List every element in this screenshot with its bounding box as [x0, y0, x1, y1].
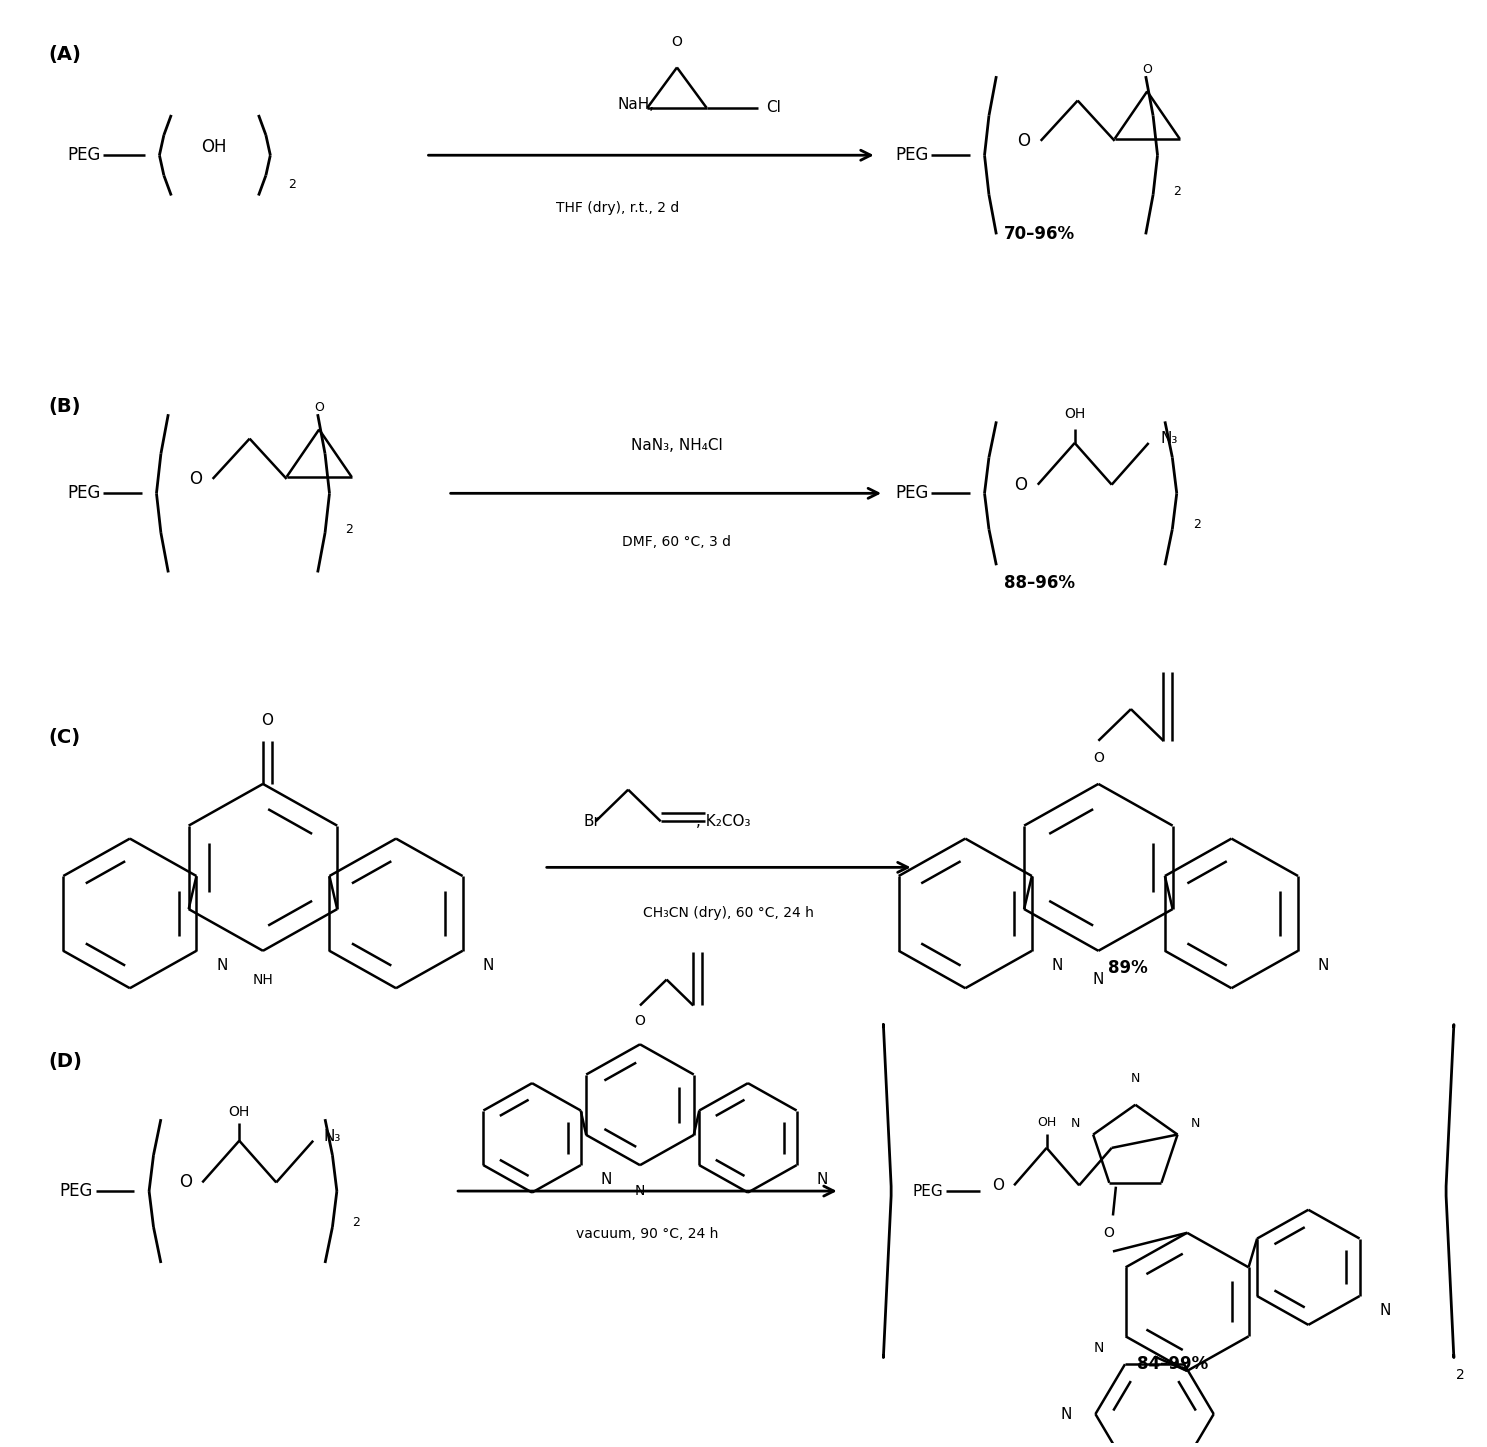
Text: THF (dry), r.t., 2 d: THF (dry), r.t., 2 d: [556, 201, 680, 216]
Text: DMF, 60 °C, 3 d: DMF, 60 °C, 3 d: [623, 535, 732, 550]
Text: N: N: [1071, 1117, 1080, 1130]
Text: N: N: [217, 958, 228, 972]
Text: N: N: [1130, 1072, 1141, 1085]
Text: O: O: [314, 401, 324, 414]
Text: 70–96%: 70–96%: [1004, 226, 1075, 243]
Text: NH: NH: [253, 972, 274, 987]
Text: N: N: [1060, 1406, 1072, 1421]
Text: PEG: PEG: [67, 485, 100, 502]
Text: 88–96%: 88–96%: [1004, 573, 1075, 592]
Text: vacuum, 90 °C, 24 h: vacuum, 90 °C, 24 h: [575, 1227, 718, 1242]
Text: O: O: [1103, 1226, 1114, 1240]
Text: N₃: N₃: [1160, 431, 1178, 446]
Text: N: N: [1317, 958, 1329, 972]
Text: O: O: [1014, 476, 1028, 493]
Text: 2: 2: [1173, 185, 1181, 198]
Text: OH: OH: [1065, 407, 1086, 421]
Text: NaN₃, NH₄Cl: NaN₃, NH₄Cl: [630, 438, 723, 453]
Text: OH: OH: [229, 1106, 250, 1119]
Text: O: O: [262, 713, 274, 728]
Text: N: N: [635, 1184, 645, 1198]
Text: OH: OH: [201, 137, 226, 156]
Text: N: N: [1380, 1302, 1390, 1318]
Text: N: N: [601, 1172, 613, 1187]
Text: O: O: [178, 1174, 192, 1191]
Text: , K₂CO₃: , K₂CO₃: [696, 813, 751, 829]
Text: OH: OH: [1036, 1116, 1056, 1129]
Text: 2: 2: [352, 1217, 360, 1229]
Text: NaH,: NaH,: [617, 97, 654, 113]
Text: O: O: [1142, 64, 1152, 77]
Text: (D): (D): [49, 1052, 82, 1071]
Text: O: O: [189, 470, 202, 488]
Text: 2: 2: [288, 178, 296, 191]
Text: N: N: [1191, 1117, 1200, 1130]
Text: (C): (C): [49, 728, 80, 748]
Text: PEG: PEG: [59, 1182, 92, 1200]
Text: PEG: PEG: [895, 485, 928, 502]
Text: N: N: [816, 1172, 828, 1187]
Text: Cl: Cl: [766, 100, 781, 116]
Text: (A): (A): [49, 45, 82, 64]
Text: N: N: [482, 958, 494, 972]
Text: Br: Br: [584, 813, 601, 829]
Text: CH₃CN (dry), 60 °C, 24 h: CH₃CN (dry), 60 °C, 24 h: [644, 906, 815, 920]
Text: O: O: [1093, 751, 1103, 765]
Text: O: O: [635, 1014, 645, 1029]
Text: N: N: [1093, 972, 1103, 987]
Text: N: N: [1051, 958, 1063, 972]
Text: O: O: [1017, 132, 1030, 150]
Text: (B): (B): [49, 398, 80, 417]
Text: N: N: [1094, 1341, 1105, 1354]
Text: 2: 2: [1194, 518, 1201, 531]
Text: 2: 2: [345, 522, 352, 535]
Text: PEG: PEG: [67, 146, 100, 164]
Text: 84–99%: 84–99%: [1136, 1354, 1207, 1373]
Text: O: O: [992, 1178, 1004, 1192]
Text: 2: 2: [1456, 1369, 1465, 1382]
Text: 89%: 89%: [1108, 959, 1148, 977]
Text: PEG: PEG: [913, 1184, 943, 1198]
Text: PEG: PEG: [895, 146, 928, 164]
Text: O: O: [672, 35, 683, 49]
Text: N₃: N₃: [324, 1129, 341, 1145]
